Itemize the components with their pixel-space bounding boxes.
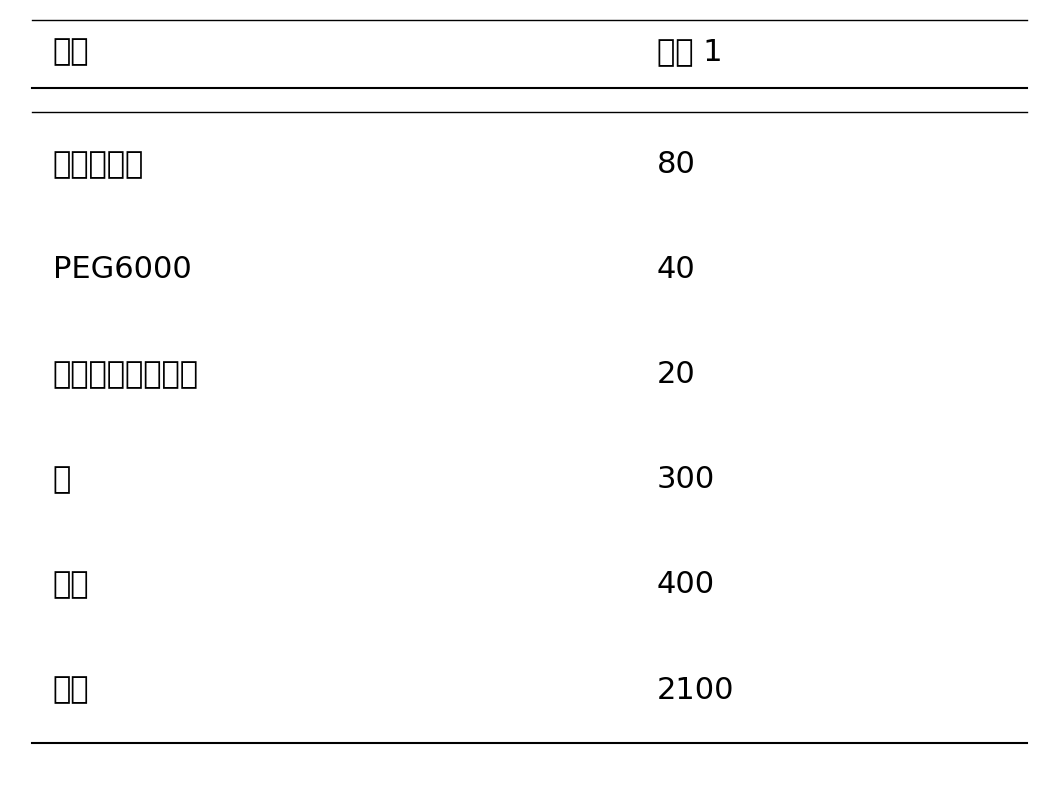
Text: 400: 400 xyxy=(657,570,715,600)
Text: 醋酸纤维素: 醋酸纤维素 xyxy=(53,150,144,179)
Text: 处方: 处方 xyxy=(53,37,89,66)
Text: 处方 1: 处方 1 xyxy=(657,37,722,66)
Text: 2100: 2100 xyxy=(657,675,734,705)
Text: 丙酮: 丙酮 xyxy=(53,675,89,705)
Text: 水: 水 xyxy=(53,465,71,495)
Text: 20: 20 xyxy=(657,360,696,389)
Text: 邻苯二甲酸二乙酯: 邻苯二甲酸二乙酯 xyxy=(53,360,199,389)
Text: 300: 300 xyxy=(657,465,715,495)
Text: PEG6000: PEG6000 xyxy=(53,255,192,284)
Text: 40: 40 xyxy=(657,255,696,284)
Text: 乙醇: 乙醇 xyxy=(53,570,89,600)
Text: 80: 80 xyxy=(657,150,696,179)
